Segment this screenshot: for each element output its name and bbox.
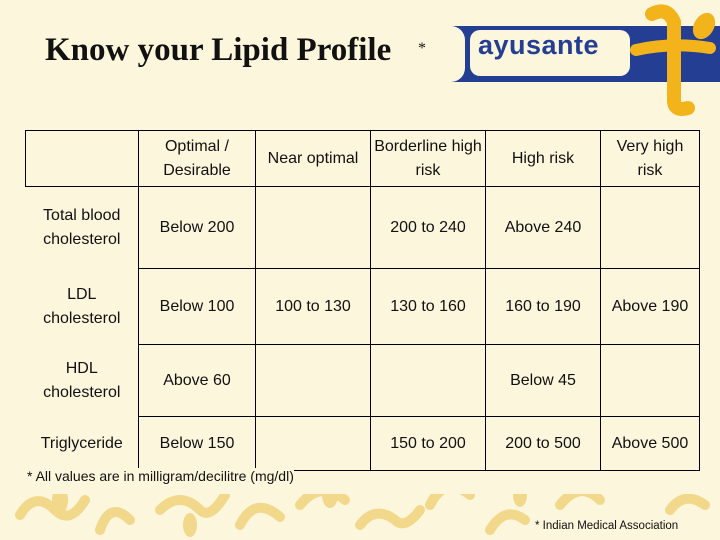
header-cell-very-high-risk: Very high risk xyxy=(600,130,700,187)
cell-high-risk: Above 240 xyxy=(485,186,601,269)
source-credit: * Indian Medical Association xyxy=(535,520,679,532)
cell-optimal: Below 100 xyxy=(138,268,256,345)
table-row-total-cholesterol: Total blood cholesterol Below 200 200 to… xyxy=(26,186,700,269)
cell-borderline: 130 to 160 xyxy=(370,268,486,345)
cell-near-optimal xyxy=(255,344,371,417)
cell-borderline: 150 to 200 xyxy=(370,416,486,471)
header-cell-high-risk: High risk xyxy=(485,130,601,187)
table-row-triglyceride: Triglyceride Below 150 150 to 200 200 to… xyxy=(26,416,700,471)
row-label: Total blood cholesterol xyxy=(43,206,121,248)
header-cell-borderline: Borderline high risk xyxy=(370,130,486,187)
lipid-profile-table: Optimal / Desirable Near optimal Borderl… xyxy=(25,130,700,471)
logo-backdrop xyxy=(470,30,630,76)
cell-near-optimal: 100 to 130 xyxy=(255,268,371,345)
row-label: HDL cholesterol xyxy=(43,359,121,401)
header-cell-blank xyxy=(25,130,139,187)
table-row-ldl: LDL cholesterol Below 100 100 to 130 130… xyxy=(26,268,700,345)
cell-optimal: Below 200 xyxy=(138,186,256,269)
cell-very-high-risk xyxy=(600,344,700,417)
cell-very-high-risk xyxy=(600,186,700,269)
cell-borderline xyxy=(370,344,486,417)
slide-title: Know your Lipid Profile xyxy=(45,32,392,68)
row-label: LDL cholesterol xyxy=(43,285,121,327)
brand-logo-text: ayusante xyxy=(478,30,600,60)
cell-high-risk: Below 45 xyxy=(485,344,601,417)
units-footnote: * All values are in milligram/decilitre … xyxy=(27,468,294,484)
title-asterisk: * xyxy=(418,40,426,57)
cell-near-optimal xyxy=(255,186,371,269)
row-label: Triglyceride xyxy=(40,434,123,452)
cell-high-risk: 160 to 190 xyxy=(485,268,601,345)
table-row-hdl: HDL cholesterol Above 60 Below 45 xyxy=(26,344,700,417)
cell-high-risk: 200 to 500 xyxy=(485,416,601,471)
cell-very-high-risk: Above 190 xyxy=(600,268,700,345)
header-cell-optimal: Optimal / Desirable xyxy=(138,130,256,187)
cell-optimal: Above 60 xyxy=(138,344,256,417)
cell-borderline: 200 to 240 xyxy=(370,186,486,269)
cell-near-optimal xyxy=(255,416,371,471)
cell-very-high-risk: Above 500 xyxy=(600,416,700,471)
header-cell-near-optimal: Near optimal xyxy=(255,130,371,187)
cell-optimal: Below 150 xyxy=(138,416,256,471)
title-backdrop xyxy=(0,26,465,82)
table-header-row: Optimal / Desirable Near optimal Borderl… xyxy=(25,130,700,187)
brand-t-logo-icon xyxy=(630,4,716,116)
